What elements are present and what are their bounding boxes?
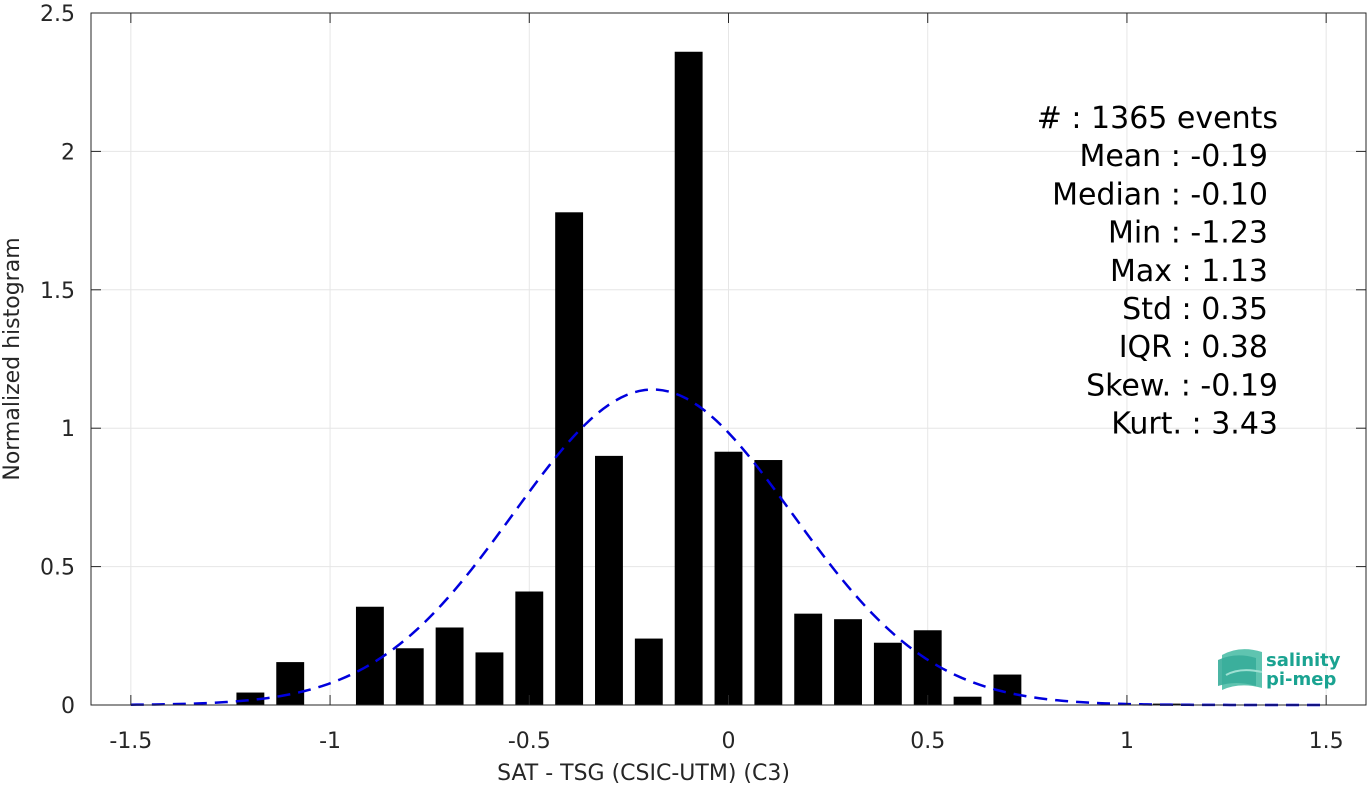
logo-wave-icon — [1218, 649, 1263, 690]
stat-line: Max : 1.13 — [1110, 254, 1268, 289]
stat-line: Median : -0.10 — [1052, 177, 1268, 212]
histogram-bar — [395, 648, 424, 705]
y-tick-label: 2.5 — [40, 2, 75, 27]
salinity-pi-mep-logo: salinity pi-mep — [1218, 649, 1341, 690]
histogram-bar — [355, 606, 384, 705]
histogram-bar — [714, 451, 743, 705]
y-tick-label: 1.5 — [40, 279, 75, 304]
histogram-bar — [276, 662, 305, 705]
y-tick-labels: 0 0.5 1 1.5 2 2.5 — [40, 2, 75, 719]
stat-line: Std : 0.35 — [1122, 292, 1268, 327]
x-tick-label: -0.5 — [508, 729, 551, 754]
histogram-bar — [834, 619, 862, 705]
histogram-bars — [236, 51, 1181, 705]
axis-ticks — [91, 12, 1366, 706]
x-tick-label: 1.5 — [1309, 729, 1344, 754]
y-tick-label: 0 — [61, 694, 75, 719]
histogram-bar — [555, 212, 584, 705]
stat-line: IQR : 0.38 — [1119, 330, 1268, 365]
histogram-bar — [794, 613, 823, 705]
x-tick-labels: -1.5 -1 -0.5 0 0.5 1 1.5 — [109, 729, 1343, 754]
x-tick-label: -1 — [319, 729, 341, 754]
histogram-bar — [754, 460, 783, 705]
logo-text-salinity: salinity — [1266, 650, 1341, 671]
x-tick-label: -1.5 — [109, 729, 152, 754]
x-axis-label: SAT - TSG (CSIC-UTM) (C3) — [497, 761, 790, 785]
histogram-bar — [913, 630, 942, 705]
x-tick-label: 1 — [1120, 729, 1134, 754]
histogram-bar — [515, 591, 544, 705]
stat-line: Min : -1.23 — [1108, 216, 1268, 251]
stat-line: Mean : -0.19 — [1079, 139, 1268, 174]
y-axis-label: Normalized histogram — [0, 237, 25, 480]
histogram-bar — [475, 652, 504, 705]
x-tick-label: 0 — [722, 729, 736, 754]
histogram-bar — [953, 696, 982, 705]
stat-line: # : 1365 events — [1037, 101, 1278, 136]
y-tick-label: 0.5 — [40, 556, 75, 581]
stat-line: Skew. : -0.19 — [1086, 368, 1278, 403]
histogram-bar — [595, 455, 623, 705]
histogram-bar — [674, 51, 703, 705]
logo-text-pi-mep: pi-mep — [1266, 669, 1336, 690]
y-tick-label: 1 — [61, 417, 75, 442]
histogram-bar — [634, 638, 663, 705]
histogram-bar — [873, 642, 902, 705]
y-tick-label: 2 — [61, 140, 75, 165]
stat-line: Kurt. : 3.43 — [1111, 407, 1278, 442]
x-tick-label: 0.5 — [910, 729, 945, 754]
histogram-bar — [435, 627, 464, 705]
